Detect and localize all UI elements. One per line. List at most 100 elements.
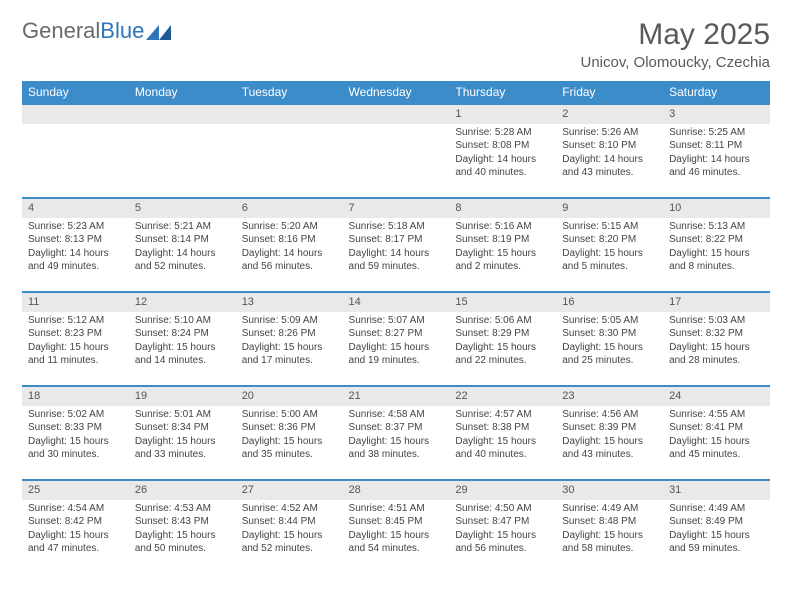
daylight-line: Daylight: 15 hours and 33 minutes. [135, 435, 230, 462]
daylight-line: Daylight: 14 hours and 43 minutes. [562, 153, 657, 180]
calendar-cell: 13Sunrise: 5:09 AMSunset: 8:26 PMDayligh… [236, 292, 343, 386]
col-wednesday: Wednesday [343, 81, 450, 104]
calendar-cell: 26Sunrise: 4:53 AMSunset: 8:43 PMDayligh… [129, 480, 236, 574]
day-number: 17 [663, 293, 770, 312]
calendar-cell: 27Sunrise: 4:52 AMSunset: 8:44 PMDayligh… [236, 480, 343, 574]
daylight-line: Daylight: 14 hours and 56 minutes. [242, 247, 337, 274]
col-sunday: Sunday [22, 81, 129, 104]
sunset-line: Sunset: 8:36 PM [242, 421, 337, 435]
sunset-line: Sunset: 8:26 PM [242, 327, 337, 341]
day-details: Sunrise: 5:21 AMSunset: 8:14 PMDaylight:… [129, 218, 236, 278]
day-number: 29 [449, 481, 556, 500]
day-details: Sunrise: 5:15 AMSunset: 8:20 PMDaylight:… [556, 218, 663, 278]
daylight-line: Daylight: 15 hours and 40 minutes. [455, 435, 550, 462]
calendar-cell: 4Sunrise: 5:23 AMSunset: 8:13 PMDaylight… [22, 198, 129, 292]
day-number: 4 [22, 199, 129, 218]
sunset-line: Sunset: 8:48 PM [562, 515, 657, 529]
logo-blue: Blue [100, 18, 144, 43]
logo-text: GeneralBlue [22, 18, 144, 44]
day-details: Sunrise: 5:20 AMSunset: 8:16 PMDaylight:… [236, 218, 343, 278]
sunset-line: Sunset: 8:39 PM [562, 421, 657, 435]
daylight-line: Daylight: 15 hours and 38 minutes. [349, 435, 444, 462]
sunset-line: Sunset: 8:32 PM [669, 327, 764, 341]
daylight-line: Daylight: 15 hours and 28 minutes. [669, 341, 764, 368]
sunrise-line: Sunrise: 5:13 AM [669, 220, 764, 234]
day-number: 3 [663, 105, 770, 124]
header-row: Sunday Monday Tuesday Wednesday Thursday… [22, 81, 770, 104]
day-details: Sunrise: 4:54 AMSunset: 8:42 PMDaylight:… [22, 500, 129, 560]
calendar-row: 11Sunrise: 5:12 AMSunset: 8:23 PMDayligh… [22, 292, 770, 386]
col-tuesday: Tuesday [236, 81, 343, 104]
calendar-cell: 20Sunrise: 5:00 AMSunset: 8:36 PMDayligh… [236, 386, 343, 480]
daylight-line: Daylight: 15 hours and 56 minutes. [455, 529, 550, 556]
day-number: 28 [343, 481, 450, 500]
daylight-line: Daylight: 14 hours and 52 minutes. [135, 247, 230, 274]
calendar-row: ....1Sunrise: 5:28 AMSunset: 8:08 PMDayl… [22, 104, 770, 198]
calendar-cell: 15Sunrise: 5:06 AMSunset: 8:29 PMDayligh… [449, 292, 556, 386]
daylight-line: Daylight: 15 hours and 43 minutes. [562, 435, 657, 462]
day-number: 1 [449, 105, 556, 124]
sunrise-line: Sunrise: 5:28 AM [455, 126, 550, 140]
sunset-line: Sunset: 8:19 PM [455, 233, 550, 247]
sunset-line: Sunset: 8:10 PM [562, 139, 657, 153]
sunrise-line: Sunrise: 5:03 AM [669, 314, 764, 328]
calendar-cell: 28Sunrise: 4:51 AMSunset: 8:45 PMDayligh… [343, 480, 450, 574]
day-details: Sunrise: 5:26 AMSunset: 8:10 PMDaylight:… [556, 124, 663, 184]
day-details: Sunrise: 4:56 AMSunset: 8:39 PMDaylight:… [556, 406, 663, 466]
day-details: Sunrise: 5:16 AMSunset: 8:19 PMDaylight:… [449, 218, 556, 278]
daylight-line: Daylight: 14 hours and 49 minutes. [28, 247, 123, 274]
day-number: 27 [236, 481, 343, 500]
calendar-cell: . [129, 104, 236, 198]
day-details: Sunrise: 5:10 AMSunset: 8:24 PMDaylight:… [129, 312, 236, 372]
day-number: 16 [556, 293, 663, 312]
day-details: Sunrise: 5:13 AMSunset: 8:22 PMDaylight:… [663, 218, 770, 278]
sunset-line: Sunset: 8:23 PM [28, 327, 123, 341]
calendar-cell: 30Sunrise: 4:49 AMSunset: 8:48 PMDayligh… [556, 480, 663, 574]
day-details: Sunrise: 4:52 AMSunset: 8:44 PMDaylight:… [236, 500, 343, 560]
calendar-cell: 11Sunrise: 5:12 AMSunset: 8:23 PMDayligh… [22, 292, 129, 386]
day-number: 13 [236, 293, 343, 312]
sunset-line: Sunset: 8:16 PM [242, 233, 337, 247]
sunset-line: Sunset: 8:33 PM [28, 421, 123, 435]
daylight-line: Daylight: 14 hours and 46 minutes. [669, 153, 764, 180]
day-number: 12 [129, 293, 236, 312]
day-number: 8 [449, 199, 556, 218]
calendar-cell: 29Sunrise: 4:50 AMSunset: 8:47 PMDayligh… [449, 480, 556, 574]
sunset-line: Sunset: 8:43 PM [135, 515, 230, 529]
calendar-cell: 22Sunrise: 4:57 AMSunset: 8:38 PMDayligh… [449, 386, 556, 480]
day-details: Sunrise: 4:49 AMSunset: 8:48 PMDaylight:… [556, 500, 663, 560]
sunset-line: Sunset: 8:49 PM [669, 515, 764, 529]
sunrise-line: Sunrise: 4:55 AM [669, 408, 764, 422]
sunset-line: Sunset: 8:24 PM [135, 327, 230, 341]
day-number: 24 [663, 387, 770, 406]
calendar-cell: 19Sunrise: 5:01 AMSunset: 8:34 PMDayligh… [129, 386, 236, 480]
sunset-line: Sunset: 8:34 PM [135, 421, 230, 435]
calendar-cell: . [236, 104, 343, 198]
sunset-line: Sunset: 8:45 PM [349, 515, 444, 529]
day-number: 10 [663, 199, 770, 218]
day-details: Sunrise: 5:28 AMSunset: 8:08 PMDaylight:… [449, 124, 556, 184]
day-number: 2 [556, 105, 663, 124]
calendar-cell: 21Sunrise: 4:58 AMSunset: 8:37 PMDayligh… [343, 386, 450, 480]
calendar-cell: 16Sunrise: 5:05 AMSunset: 8:30 PMDayligh… [556, 292, 663, 386]
daylight-line: Daylight: 15 hours and 19 minutes. [349, 341, 444, 368]
sunrise-line: Sunrise: 4:57 AM [455, 408, 550, 422]
calendar-row: 25Sunrise: 4:54 AMSunset: 8:42 PMDayligh… [22, 480, 770, 574]
calendar-cell: 23Sunrise: 4:56 AMSunset: 8:39 PMDayligh… [556, 386, 663, 480]
location-text: Unicov, Olomoucky, Czechia [580, 54, 770, 71]
day-number: 26 [129, 481, 236, 500]
calendar-row: 18Sunrise: 5:02 AMSunset: 8:33 PMDayligh… [22, 386, 770, 480]
day-number: 25 [22, 481, 129, 500]
day-number: 5 [129, 199, 236, 218]
calendar-cell: 10Sunrise: 5:13 AMSunset: 8:22 PMDayligh… [663, 198, 770, 292]
sunset-line: Sunset: 8:11 PM [669, 139, 764, 153]
day-details: Sunrise: 5:06 AMSunset: 8:29 PMDaylight:… [449, 312, 556, 372]
daylight-line: Daylight: 15 hours and 45 minutes. [669, 435, 764, 462]
calendar-cell: 18Sunrise: 5:02 AMSunset: 8:33 PMDayligh… [22, 386, 129, 480]
sunset-line: Sunset: 8:27 PM [349, 327, 444, 341]
day-details: Sunrise: 4:55 AMSunset: 8:41 PMDaylight:… [663, 406, 770, 466]
logo-icon [146, 22, 172, 40]
daylight-line: Daylight: 15 hours and 25 minutes. [562, 341, 657, 368]
sunset-line: Sunset: 8:38 PM [455, 421, 550, 435]
sunrise-line: Sunrise: 4:54 AM [28, 502, 123, 516]
